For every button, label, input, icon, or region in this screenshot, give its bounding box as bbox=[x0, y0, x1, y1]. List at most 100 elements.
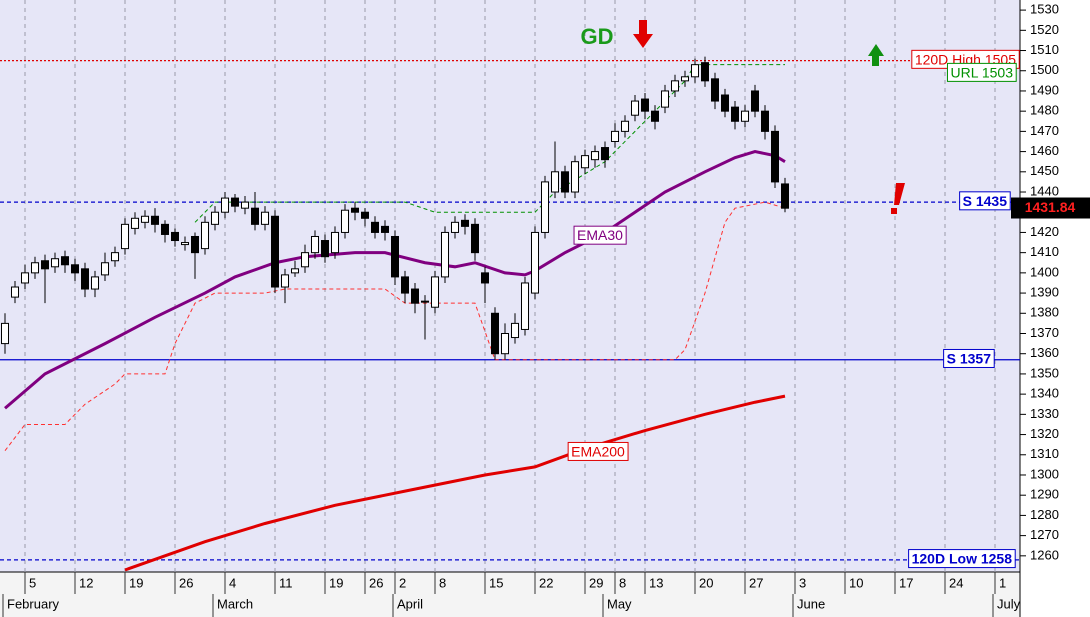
candle-body bbox=[351, 207, 359, 213]
candle-body bbox=[701, 62, 709, 82]
tag-label: URL 1503 bbox=[950, 64, 1013, 80]
candle-body bbox=[781, 183, 789, 209]
candle-body bbox=[751, 90, 759, 112]
candle-body bbox=[161, 223, 169, 235]
x-tick-label: 19 bbox=[129, 575, 143, 590]
candle-body bbox=[61, 256, 69, 266]
candle-body bbox=[1, 322, 9, 345]
candle-body bbox=[561, 171, 569, 193]
y-tick-label: 1500 bbox=[1030, 62, 1059, 77]
x-tick-label: 20 bbox=[699, 575, 713, 590]
candle-body bbox=[581, 155, 589, 169]
x-tick-label: 12 bbox=[79, 575, 93, 590]
candle-body bbox=[301, 252, 309, 268]
y-tick-label: 1510 bbox=[1030, 42, 1059, 57]
candle-body bbox=[491, 312, 499, 355]
month-label: May bbox=[607, 596, 632, 611]
candle-body bbox=[281, 274, 289, 288]
candle-body bbox=[261, 211, 269, 225]
candle-body bbox=[271, 215, 279, 288]
tag-box bbox=[573, 225, 627, 245]
candle-body bbox=[671, 80, 679, 92]
candle-body bbox=[571, 161, 579, 193]
candle-body bbox=[631, 100, 639, 116]
y-tick-label: 1350 bbox=[1030, 365, 1059, 380]
candle-body bbox=[251, 207, 259, 225]
y-tick-label: 1260 bbox=[1030, 547, 1059, 562]
y-tick-label: 1470 bbox=[1030, 123, 1059, 138]
candle-body bbox=[131, 217, 139, 229]
y-axis-background bbox=[1020, 0, 1090, 617]
candle-body bbox=[211, 211, 219, 225]
candle-body bbox=[51, 258, 59, 268]
x-tick-label: 26 bbox=[369, 575, 383, 590]
candle-body bbox=[521, 282, 529, 330]
x-tick-label: 8 bbox=[619, 575, 626, 590]
candle-body bbox=[681, 76, 689, 82]
y-tick-label: 1310 bbox=[1030, 446, 1059, 461]
candle-body bbox=[411, 288, 419, 304]
x-tick-label: 13 bbox=[649, 575, 663, 590]
signal-label: GD bbox=[581, 24, 614, 49]
candle-body bbox=[121, 223, 129, 250]
y-tick-label: 1270 bbox=[1030, 527, 1059, 542]
candle-body bbox=[401, 276, 409, 294]
candle-body bbox=[731, 106, 739, 122]
month-label: April bbox=[397, 596, 423, 611]
candle-body bbox=[391, 235, 399, 278]
candle-body bbox=[601, 147, 609, 161]
candle-body bbox=[291, 268, 299, 274]
y-tick-label: 1460 bbox=[1030, 143, 1059, 158]
indicator-line bbox=[124, 394, 786, 572]
tag-label: EMA200 bbox=[571, 443, 625, 459]
candle-body bbox=[471, 223, 479, 254]
tag-label: EMA30 bbox=[577, 227, 623, 243]
y-tick-label: 1340 bbox=[1030, 386, 1059, 401]
candle-body bbox=[331, 231, 339, 254]
x-tick-label: 17 bbox=[899, 575, 913, 590]
candle-body bbox=[551, 171, 559, 193]
x-tick-label: 15 bbox=[489, 575, 503, 590]
x-tick-label: 22 bbox=[539, 575, 553, 590]
candle-body bbox=[221, 197, 229, 213]
candle-body bbox=[511, 322, 519, 339]
down-arrow bbox=[633, 20, 653, 48]
candle-body bbox=[621, 120, 629, 132]
month-label: February bbox=[7, 596, 60, 611]
y-tick-label: 1320 bbox=[1030, 426, 1059, 441]
candle-body bbox=[231, 197, 239, 207]
x-tick-label: 4 bbox=[229, 575, 236, 590]
x-tick-label: 2 bbox=[399, 575, 406, 590]
candle-body bbox=[481, 272, 489, 284]
tag-box bbox=[959, 191, 1011, 211]
candle-body bbox=[451, 221, 459, 233]
tag-box bbox=[946, 62, 1017, 82]
candle-body bbox=[91, 276, 99, 290]
candle-body bbox=[761, 110, 769, 132]
x-tick-label: 5 bbox=[29, 575, 36, 590]
y-tick-label: 1520 bbox=[1030, 22, 1059, 37]
month-label: March bbox=[217, 596, 253, 611]
candle-body bbox=[661, 90, 669, 108]
candle-body bbox=[381, 225, 389, 233]
last-price-box bbox=[1011, 197, 1090, 219]
candle-body bbox=[141, 215, 149, 223]
y-tick-label: 1490 bbox=[1030, 82, 1059, 97]
month-label: June bbox=[797, 596, 825, 611]
x-tick-label: 29 bbox=[589, 575, 603, 590]
y-tick-label: 1530 bbox=[1030, 2, 1059, 17]
month-label: July bbox=[997, 596, 1021, 611]
y-tick-label: 1420 bbox=[1030, 224, 1059, 239]
y-tick-label: 1450 bbox=[1030, 163, 1059, 178]
candle-body bbox=[111, 252, 119, 262]
tag-box bbox=[943, 348, 995, 368]
indicator-line bbox=[4, 150, 786, 410]
x-tick-label: 10 bbox=[849, 575, 863, 590]
x-tick-label: 1 bbox=[999, 575, 1006, 590]
candle-body bbox=[241, 201, 249, 209]
candle-body bbox=[371, 221, 379, 233]
candle-body bbox=[641, 98, 649, 112]
candle-body bbox=[431, 276, 439, 308]
x-tick-label: 8 bbox=[439, 575, 446, 590]
candle-body bbox=[201, 221, 209, 250]
